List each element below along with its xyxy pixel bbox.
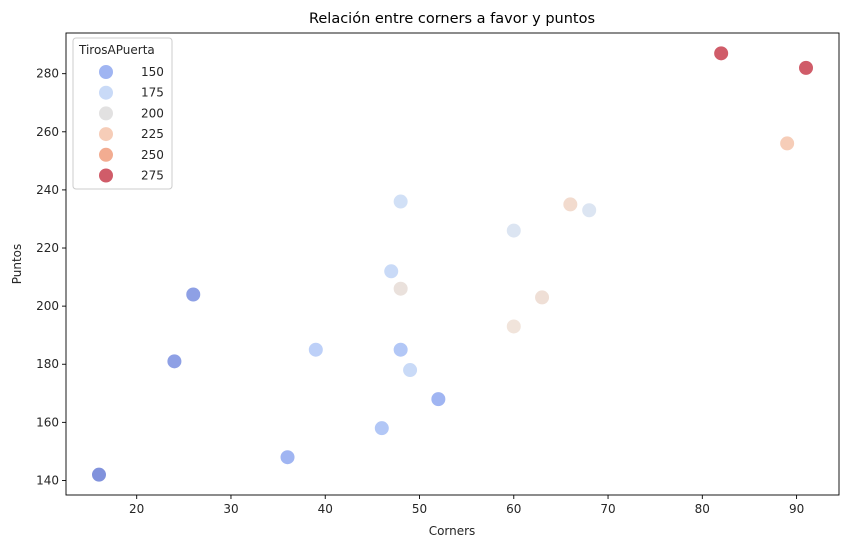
y-tick-label: 140 [36,473,59,487]
data-point [798,59,815,76]
x-tick-label: 20 [129,502,144,516]
data-point [713,45,730,62]
legend-label: 225 [141,127,164,141]
legend-label: 200 [141,106,164,120]
y-tick-label: 180 [36,357,59,371]
y-tick-label: 220 [36,241,59,255]
x-tick-label: 60 [506,502,521,516]
data-point [505,222,522,239]
data-point [392,280,409,297]
chart-title: Relación entre corners a favor y puntos [309,11,595,27]
data-point [779,135,796,152]
data-point [392,341,409,358]
x-tick-label: 50 [412,502,427,516]
data-point [392,193,409,210]
data-point [402,362,419,379]
legend-marker [98,84,114,101]
data-point [373,420,390,437]
legend-marker [98,126,114,143]
legend-box [72,37,173,190]
x-tick-label: 80 [695,502,710,516]
data-point [581,202,598,219]
x-axis: 20 30 40 50 60 70 80 90 [129,495,804,516]
data-point [90,466,107,483]
data-point [505,318,522,335]
data-point [307,341,324,358]
data-point [279,449,296,466]
data-point [166,353,183,370]
y-tick-label: 200 [36,299,59,313]
legend-marker [98,105,114,122]
data-point [534,289,551,306]
legend-entries: 150 175 200 225 250 275 [98,64,164,184]
y-tick-label: 240 [36,183,59,197]
legend: TirosAPuerta 150 175 200 225 250 275 [72,37,173,190]
y-axis: 140 160 180 200 220 240 260 280 [36,67,66,487]
data-point [562,196,579,213]
data-point [185,286,202,303]
legend-title: TirosAPuerta [78,43,155,57]
points-layer [90,45,815,483]
plot-frame [65,32,840,496]
x-tick-label: 40 [318,502,333,516]
y-tick-label: 260 [36,125,59,139]
x-tick-label: 30 [223,502,238,516]
legend-label: 275 [141,169,164,183]
y-axis-label: Puntos [10,244,24,285]
legend-label: 250 [141,148,164,162]
y-tick-label: 280 [36,67,59,81]
legend-marker [98,64,114,80]
data-point [430,391,447,408]
x-axis-label: Corners [429,524,476,538]
legend-marker [98,167,114,184]
data-point [383,263,400,280]
legend-label: 150 [141,65,164,79]
legend-label: 175 [141,86,164,100]
x-tick-label: 90 [789,502,804,516]
y-tick-label: 160 [36,415,59,429]
x-tick-label: 70 [600,502,615,516]
legend-marker [98,146,114,163]
